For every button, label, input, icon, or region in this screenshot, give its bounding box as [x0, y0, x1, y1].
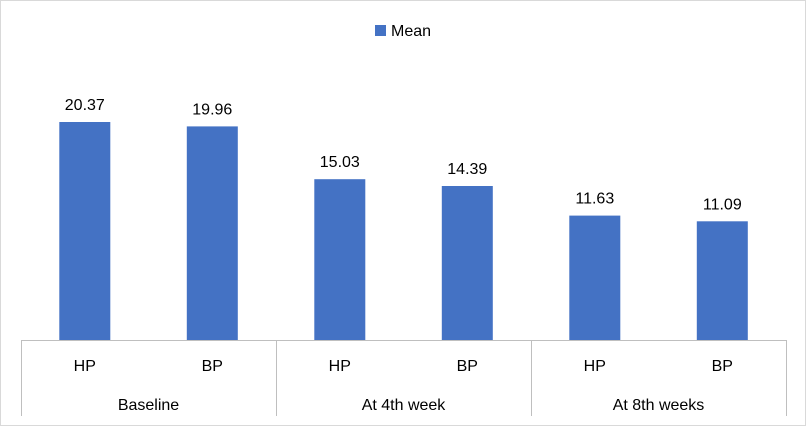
data-label: 11.63	[575, 191, 614, 208]
bars-layer	[59, 122, 748, 341]
legend-label: Mean	[391, 23, 431, 40]
data-label: 11.09	[703, 196, 742, 213]
data-label: 15.03	[320, 154, 360, 171]
data-label: 20.37	[65, 97, 105, 114]
category-labels-layer: HP BP HP BP HP BP	[74, 358, 733, 375]
category-tick-label: HP	[329, 358, 351, 375]
value-labels-layer: 20.37 19.96 15.03 14.39 11.63 11.09	[65, 97, 742, 213]
data-label: 19.96	[192, 101, 232, 118]
data-label: 14.39	[447, 161, 487, 178]
group-labels-layer: Baseline At 4th week At 8th weeks	[118, 397, 704, 414]
bar	[696, 221, 748, 340]
category-tick-label: BP	[457, 358, 478, 375]
bar	[441, 186, 493, 340]
legend-swatch	[375, 25, 386, 36]
bar	[59, 122, 111, 340]
group-label: At 4th week	[362, 397, 447, 414]
category-tick-label: BP	[202, 358, 223, 375]
group-label: Baseline	[118, 397, 179, 414]
bar	[569, 215, 621, 340]
category-tick-label: HP	[74, 358, 96, 375]
bar	[186, 126, 238, 341]
category-tick-label: HP	[584, 358, 606, 375]
category-tick-label: BP	[712, 358, 733, 375]
legend: Mean	[375, 23, 431, 40]
category-axis	[21, 340, 787, 416]
bar	[314, 179, 366, 340]
group-label: At 8th weeks	[613, 397, 705, 414]
